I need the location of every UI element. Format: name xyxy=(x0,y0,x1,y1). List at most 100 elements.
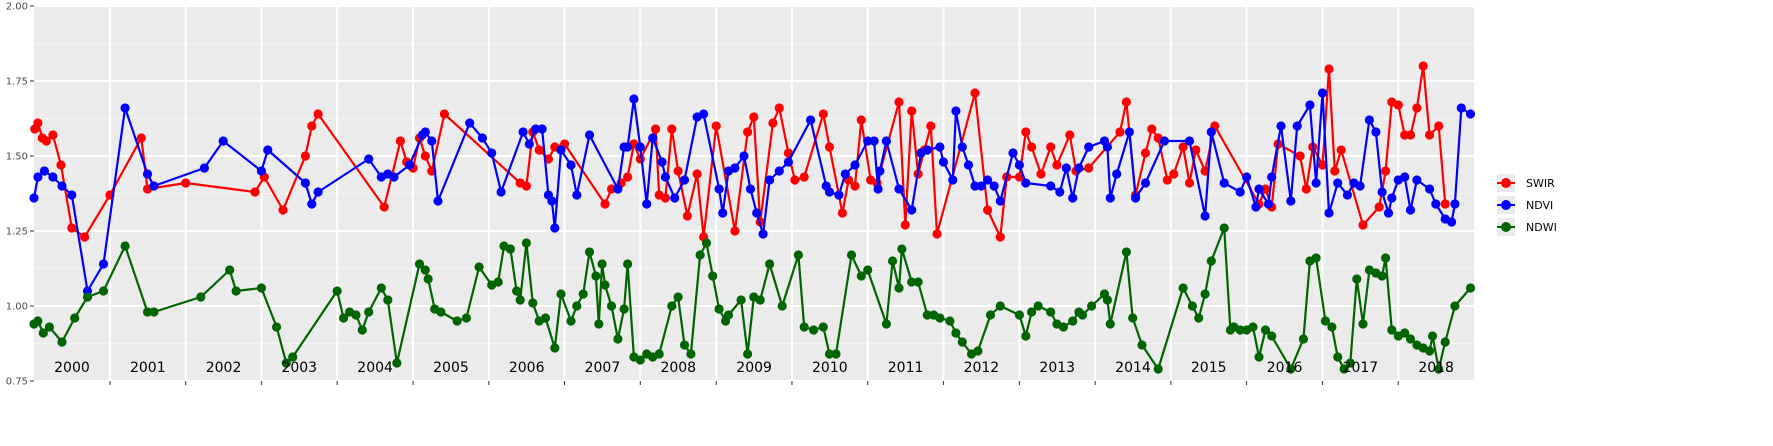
data-point xyxy=(1014,310,1024,320)
data-point xyxy=(670,193,680,203)
data-point xyxy=(1393,100,1403,110)
data-point xyxy=(1381,166,1391,176)
data-point xyxy=(642,199,652,209)
legend-label: NDWI xyxy=(1526,221,1557,234)
data-point xyxy=(654,349,664,359)
data-point xyxy=(1021,178,1031,188)
data-point xyxy=(48,130,58,140)
data-point xyxy=(1342,190,1352,200)
data-point xyxy=(1260,325,1271,335)
data-point xyxy=(98,286,109,296)
data-point xyxy=(1128,313,1138,323)
data-point xyxy=(1206,127,1216,137)
data-point xyxy=(98,259,109,269)
year-label: 2003 xyxy=(281,360,317,376)
data-point xyxy=(1427,331,1438,341)
data-point xyxy=(850,160,860,170)
data-point xyxy=(1286,196,1296,206)
legend-item-swir: SWIR xyxy=(1497,174,1555,192)
data-point xyxy=(1333,352,1343,362)
data-point xyxy=(1254,184,1264,194)
data-point xyxy=(935,142,945,152)
data-point xyxy=(196,292,206,302)
data-point xyxy=(951,106,961,116)
y-tick-label: 1.25 xyxy=(6,227,28,238)
legend-key-marker xyxy=(1501,200,1511,210)
data-point xyxy=(1147,124,1157,134)
data-point xyxy=(948,175,958,185)
data-point xyxy=(1324,64,1334,74)
data-point xyxy=(1440,199,1450,209)
data-point xyxy=(1400,172,1410,182)
data-point xyxy=(926,121,936,131)
data-point xyxy=(39,166,50,176)
data-point xyxy=(181,178,191,188)
data-point xyxy=(67,223,77,233)
data-point xyxy=(1206,256,1216,266)
data-point xyxy=(1324,208,1334,218)
data-point xyxy=(846,250,857,260)
data-point xyxy=(1412,175,1422,185)
data-point xyxy=(351,310,361,320)
data-point xyxy=(1184,136,1195,146)
data-point xyxy=(515,295,525,305)
data-point xyxy=(307,121,317,131)
data-point xyxy=(692,169,702,179)
data-point xyxy=(629,94,639,104)
data-point xyxy=(496,187,506,197)
data-point xyxy=(894,97,904,107)
data-point xyxy=(142,169,153,179)
data-point xyxy=(420,151,430,161)
year-label: 2018 xyxy=(1418,360,1454,376)
data-point xyxy=(970,88,980,98)
data-point xyxy=(945,316,955,326)
data-point xyxy=(1371,127,1381,137)
data-point xyxy=(1345,358,1355,368)
data-point xyxy=(487,148,497,158)
data-point xyxy=(1431,199,1441,209)
data-point xyxy=(768,118,778,128)
data-point xyxy=(597,259,607,269)
data-point xyxy=(1317,160,1328,170)
data-point xyxy=(1311,178,1321,188)
data-point xyxy=(556,289,566,299)
data-point xyxy=(856,271,866,281)
data-point xyxy=(1298,334,1308,344)
data-point xyxy=(70,313,80,323)
data-point xyxy=(1383,208,1394,218)
data-point xyxy=(44,322,55,332)
data-point xyxy=(708,271,718,281)
data-point xyxy=(1027,307,1037,317)
data-point xyxy=(667,124,677,134)
data-point xyxy=(824,142,835,152)
data-point xyxy=(1400,328,1410,338)
year-label: 2002 xyxy=(206,360,242,376)
data-point xyxy=(1121,247,1131,257)
data-point xyxy=(518,127,528,137)
data-point xyxy=(1184,178,1195,188)
year-label: 2017 xyxy=(1343,360,1379,376)
series-ndvi xyxy=(29,88,1476,296)
data-point xyxy=(1352,274,1362,284)
data-point xyxy=(913,277,923,287)
data-point xyxy=(33,118,43,128)
data-point xyxy=(420,127,430,137)
data-point xyxy=(743,127,753,137)
data-point xyxy=(547,196,557,206)
data-point xyxy=(907,106,917,116)
data-point xyxy=(1178,283,1188,293)
year-label: 2016 xyxy=(1267,360,1303,376)
data-point xyxy=(395,136,405,146)
data-point xyxy=(534,145,544,155)
data-point xyxy=(477,133,487,143)
data-point xyxy=(1465,109,1476,119)
data-point xyxy=(531,124,541,134)
data-point xyxy=(863,136,873,146)
y-tick-label: 0.75 xyxy=(6,377,28,388)
data-point xyxy=(149,307,159,317)
data-point xyxy=(1046,181,1056,191)
data-point xyxy=(364,154,374,164)
data-point xyxy=(1115,127,1125,137)
data-point xyxy=(1102,295,1112,305)
data-point xyxy=(383,295,393,305)
